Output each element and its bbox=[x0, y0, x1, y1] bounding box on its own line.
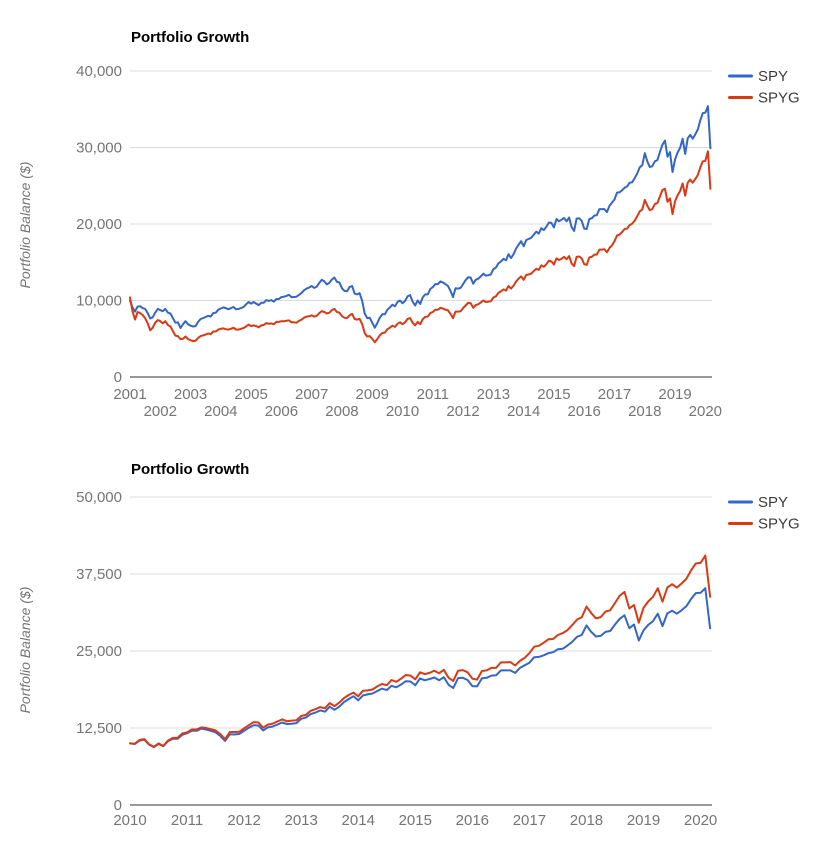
top-legend-spy-swatch bbox=[728, 74, 753, 78]
x-tick-label: 2017 bbox=[513, 812, 546, 829]
y-tick-label: 37,500 bbox=[76, 566, 122, 583]
x-tick-label: 2016 bbox=[568, 403, 601, 420]
bottom-chart-spyg-line[interactable] bbox=[129, 554, 712, 748]
top-legend-spy-label: SPY bbox=[758, 68, 788, 85]
y-tick-label: 0 bbox=[114, 369, 122, 386]
bottom-legend-spy-label: SPY bbox=[758, 494, 788, 511]
x-tick-label: 2009 bbox=[356, 386, 389, 403]
y-tick-label: 0 bbox=[114, 797, 122, 814]
x-tick-label: 2014 bbox=[342, 812, 375, 829]
top-chart-y-axis-title: Portfolio Balance ($) bbox=[17, 162, 33, 289]
y-tick-label: 50,000 bbox=[76, 489, 122, 506]
bottom-chart-title: Portfolio Growth bbox=[131, 461, 249, 478]
x-tick-label: 2014 bbox=[507, 403, 540, 420]
x-tick-label: 2015 bbox=[537, 386, 570, 403]
x-tick-label: 2010 bbox=[386, 403, 419, 420]
bottom-legend-spyg-swatch bbox=[728, 522, 753, 525]
x-tick-label: 2007 bbox=[295, 386, 328, 403]
y-tick-label: 25,000 bbox=[76, 643, 122, 660]
bottom-chart-y-axis-title: Portfolio Balance ($) bbox=[17, 587, 33, 714]
x-tick-label: 2006 bbox=[265, 403, 298, 420]
top-legend-spyg-label: SPYG bbox=[758, 90, 800, 107]
y-tick-label: 10,000 bbox=[76, 293, 122, 310]
x-tick-label: 2019 bbox=[658, 386, 691, 403]
y-tick-label: 30,000 bbox=[76, 140, 122, 157]
x-tick-label: 2005 bbox=[234, 386, 267, 403]
y-tick-label: 12,500 bbox=[76, 720, 122, 737]
x-tick-label: 2018 bbox=[628, 403, 661, 420]
x-tick-label: 2020 bbox=[689, 403, 722, 420]
x-tick-label: 2012 bbox=[446, 403, 479, 420]
x-tick-label: 2012 bbox=[227, 812, 260, 829]
x-tick-label: 2001 bbox=[113, 386, 146, 403]
bottom-legend-spy-swatch bbox=[728, 500, 753, 504]
x-tick-label: 2002 bbox=[144, 403, 177, 420]
top-chart-spy-line[interactable] bbox=[129, 105, 712, 329]
x-tick-label: 2004 bbox=[204, 403, 237, 420]
top-chart-header: Portfolio Growth Portfolio Balance ($) bbox=[17, 29, 249, 288]
bottom-legend-spyg-label: SPYG bbox=[758, 516, 800, 533]
y-tick-label: 40,000 bbox=[76, 63, 122, 80]
top-chart-title: Portfolio Growth bbox=[131, 29, 249, 46]
bottom-chart-spy-line[interactable] bbox=[129, 587, 712, 749]
y-tick-label: 20,000 bbox=[76, 216, 122, 233]
x-tick-label: 2003 bbox=[174, 386, 207, 403]
x-tick-label: 2013 bbox=[477, 386, 510, 403]
x-tick-label: 2010 bbox=[113, 812, 146, 829]
x-tick-label: 2019 bbox=[627, 812, 660, 829]
top-chart-legend: SPY SPYG bbox=[728, 68, 800, 107]
x-tick-label: 2017 bbox=[598, 386, 631, 403]
x-tick-label: 2016 bbox=[456, 812, 489, 829]
x-tick-label: 2018 bbox=[570, 812, 603, 829]
x-tick-label: 2008 bbox=[325, 403, 358, 420]
x-tick-label: 2011 bbox=[171, 812, 203, 829]
x-tick-label: 2015 bbox=[399, 812, 432, 829]
series-lines-layer bbox=[129, 105, 712, 749]
bottom-chart-header: Portfolio Growth Portfolio Balance ($) bbox=[17, 461, 249, 713]
top-chart-spyg-line[interactable] bbox=[129, 150, 712, 344]
x-tick-label: 2013 bbox=[284, 812, 317, 829]
bottom-chart-legend: SPY SPYG bbox=[728, 494, 800, 533]
x-tick-label: 2020 bbox=[684, 812, 717, 829]
x-tick-label: 2011 bbox=[417, 386, 449, 403]
top-legend-spyg-swatch bbox=[728, 96, 753, 99]
gridlines-layer bbox=[130, 70, 712, 806]
